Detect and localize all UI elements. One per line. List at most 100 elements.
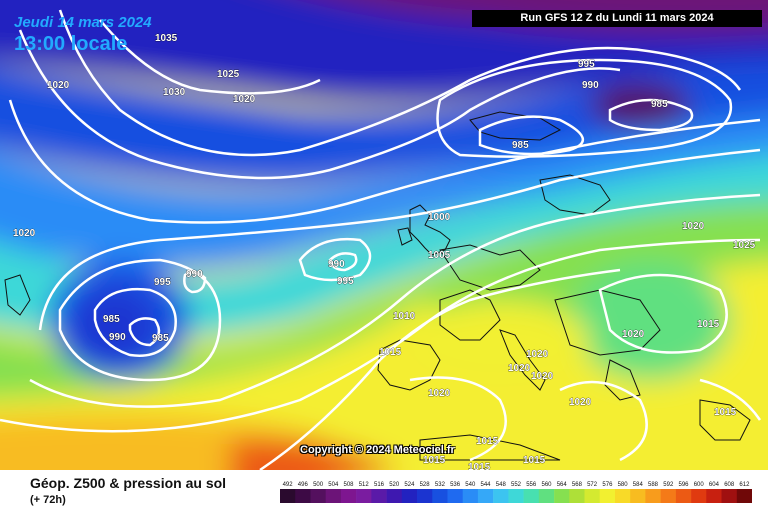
legend-swatch: [538, 489, 555, 503]
legend-swatch: [645, 489, 661, 503]
isobar-label: 1015: [714, 407, 737, 418]
isobar-label: 985: [651, 99, 668, 110]
legend-tick-label: 524: [404, 482, 415, 488]
legend-tick-label: 536: [450, 482, 461, 488]
legend-tick-label: 580: [618, 482, 629, 488]
legend-swatch: [462, 489, 479, 503]
isobar-label: 1020: [569, 397, 592, 408]
isobar-label: 985: [152, 333, 169, 344]
isobar-label: 990: [328, 259, 345, 270]
legend-swatch: [432, 489, 448, 503]
isobar-label: 995: [337, 276, 354, 287]
legend-swatch: [295, 489, 311, 503]
isobar-label: 1005: [428, 250, 451, 261]
run-info-banner: Run GFS 12 Z du Lundi 11 mars 2024: [472, 10, 762, 27]
legend-swatch: [280, 489, 296, 503]
isobar-label: 1015: [468, 462, 491, 470]
isobar-label: 995: [154, 277, 171, 288]
legend-tick-label: 520: [389, 482, 400, 488]
isobar-label: 1030: [163, 87, 186, 98]
legend-tick-label: 564: [557, 482, 568, 488]
legend-swatch: [523, 489, 540, 503]
isobar-label: 1020: [13, 228, 36, 239]
isobar-label: 1020: [233, 94, 256, 105]
forecast-date: Jeudi 14 mars 2024: [14, 14, 152, 31]
legend-swatch: [675, 489, 692, 503]
legend-tick-label: 576: [602, 482, 613, 488]
legend-swatch: [325, 489, 342, 503]
legend-tick-label: 604: [709, 482, 720, 488]
legend-tick-label: 612: [739, 482, 750, 488]
color-scale-legend: 492 496 500 504 508 512 516 520 524 528 532 536 540 5…: [280, 482, 752, 503]
legend-labels: 492 496 500 504 508 512 516 520 524 528 532 536 540 5…: [283, 482, 750, 488]
legend-tick-label: 544: [480, 482, 491, 488]
legend-tick-label: 548: [496, 482, 507, 488]
legend-tick-label: 492: [283, 482, 294, 488]
legend-tick-label: 552: [511, 482, 522, 488]
legend-swatch: [599, 489, 616, 503]
legend-swatch: [493, 489, 509, 503]
legend-tick-label: 500: [313, 482, 324, 488]
legend-tick-label: 556: [526, 482, 537, 488]
legend-tick-label: 540: [465, 482, 476, 488]
legend-tick-label: 584: [633, 482, 644, 488]
isobar-label: 990: [582, 80, 599, 91]
legend-swatch: [630, 489, 646, 503]
legend-swatch: [417, 489, 433, 503]
legend-swatch: [706, 489, 722, 503]
forecast-lead-time: (+ 72h): [30, 494, 66, 506]
legend-swatch: [736, 489, 752, 503]
isobar-label: 1015: [523, 455, 546, 466]
isobar-label: 1020: [622, 329, 645, 340]
isobar-label: 1015: [379, 347, 402, 358]
isobar-label: 1015: [697, 319, 720, 330]
legend-swatch: [554, 489, 570, 503]
legend-swatch: [447, 489, 463, 503]
legend-tick-label: 508: [343, 482, 354, 488]
isobar-label: 985: [103, 314, 120, 325]
legend-tick-label: 512: [359, 482, 370, 488]
legend-swatch: [691, 489, 707, 503]
legend-tick-label: 608: [724, 482, 735, 488]
copyright-notice: Copyright © 2024 Meteociel.fr: [300, 444, 455, 456]
legend-tick-label: 600: [694, 482, 705, 488]
isobar-label: 1020: [526, 349, 549, 360]
legend-tick-label: 568: [572, 482, 583, 488]
isobars: [0, 9, 762, 470]
isobar-label: 1020: [47, 80, 70, 91]
isobar-label: 1020: [682, 221, 705, 232]
forecast-time: 13:00 locale: [14, 33, 128, 55]
forecast-map: 1035 1030 1025 1020 1020 1020 995 990 98…: [0, 0, 768, 470]
map-title: Géop. Z500 & pression au sol: [30, 475, 227, 491]
isobar-label: 990: [109, 332, 126, 343]
legend-swatch: [477, 489, 494, 503]
isobar-label: 1015: [423, 455, 446, 466]
geopotential-field: [0, 0, 768, 470]
isobar-label: 1010: [393, 311, 416, 322]
legend-tick-label: 572: [587, 482, 598, 488]
legend-tick-label: 516: [374, 482, 385, 488]
legend-swatch: [569, 489, 585, 503]
isobar-label: 990: [186, 269, 203, 280]
legend-swatch: [386, 489, 403, 503]
isobar-label: 1020: [508, 363, 531, 374]
legend-swatch: [615, 489, 631, 503]
legend-tick-label: 504: [328, 482, 339, 488]
isobar-label: 1025: [733, 240, 756, 251]
legend-swatch: [356, 489, 372, 503]
isobar-label: 1020: [531, 371, 554, 382]
isobar-label: 985: [512, 140, 529, 151]
isobar-label: 995: [578, 59, 595, 70]
legend-tick-label: 596: [678, 482, 689, 488]
legend-swatch: [508, 489, 524, 503]
isobar-label: 1025: [217, 69, 240, 80]
isobar-label: 1000: [428, 212, 451, 223]
legend-swatch: [584, 489, 600, 503]
legend-tick-label: 532: [435, 482, 446, 488]
legend-tick-label: 592: [663, 482, 674, 488]
isobar-label: 1015: [476, 436, 499, 447]
legend-tick-label: 588: [648, 482, 659, 488]
legend-tick-label: 496: [298, 482, 309, 488]
isobar-label: 1035: [155, 33, 178, 44]
